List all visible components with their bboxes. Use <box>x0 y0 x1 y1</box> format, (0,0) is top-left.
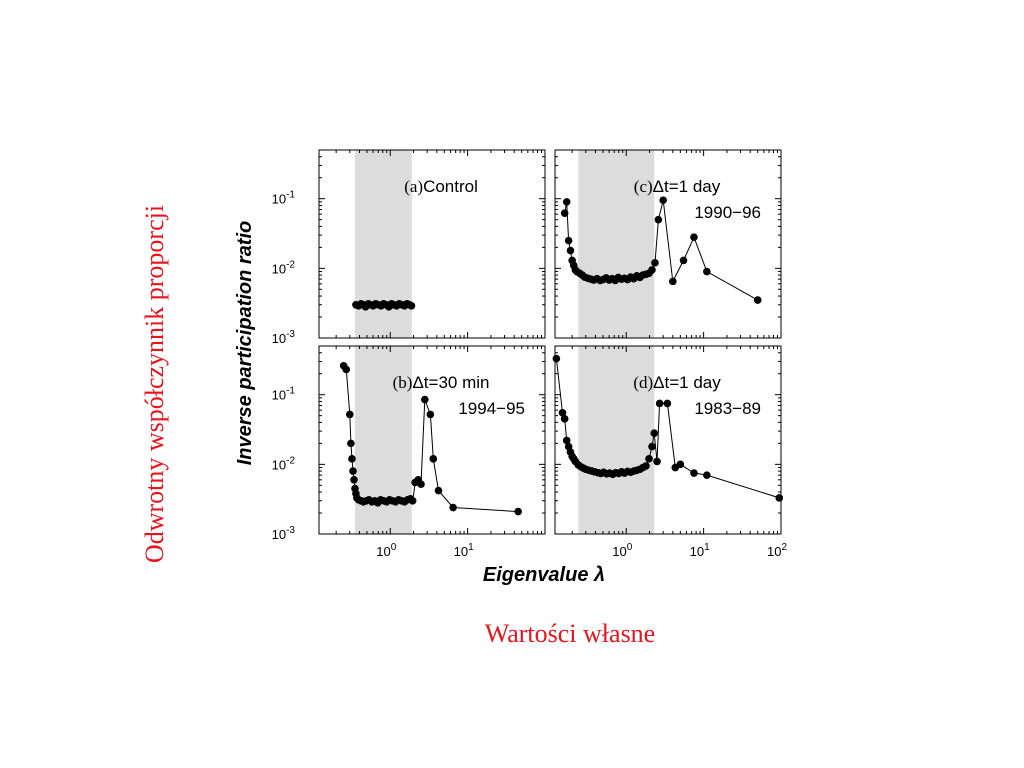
y-tick-exponent: -2 <box>286 455 295 466</box>
x-tick-label: 100 <box>376 542 396 559</box>
panel-letter: (b) <box>393 373 413 392</box>
data-point <box>562 198 571 206</box>
panel-b: (b)Δt=30 min 1994−95 <box>318 345 546 535</box>
data-point <box>564 236 573 245</box>
data-point <box>562 436 571 445</box>
data-point <box>648 442 656 451</box>
data-point <box>349 467 357 475</box>
data-point <box>426 410 435 419</box>
data-point <box>552 354 561 363</box>
data-point <box>560 415 569 423</box>
data-point <box>514 507 522 516</box>
panel-d: (d)Δt=1 day 1983−89 <box>552 345 784 535</box>
x-tick-exponent: 0 <box>627 542 633 553</box>
y-tick-exponent: -3 <box>286 525 295 536</box>
panel-title: Δt=1 day <box>653 373 721 392</box>
x-tick-labels: 100 101 100 101 102 <box>376 542 787 559</box>
data-point <box>690 469 698 477</box>
x-axis-title: Eigenvalue λ <box>483 564 605 586</box>
data-point <box>663 399 672 408</box>
x-tick-label: 102 <box>767 542 787 559</box>
data-point <box>690 233 698 241</box>
data-point <box>655 399 664 408</box>
panel-period: 1983−89 <box>694 399 761 418</box>
data-point <box>434 486 443 495</box>
x-tick-exponent: 2 <box>781 542 787 553</box>
panel-letter: (d) <box>633 373 653 392</box>
y-tick-exponent: -2 <box>286 259 295 270</box>
x-tick-label: 101 <box>454 542 474 559</box>
data-point <box>642 462 650 470</box>
data-point <box>347 439 355 448</box>
panel-title: Control <box>423 177 478 196</box>
y-tick-label: 10-2 <box>272 455 296 472</box>
y-tick-label: 10-3 <box>272 525 296 542</box>
y-tick-labels: 10-1 10-2 10-3 10-1 10-2 10-3 <box>272 190 296 542</box>
bottom-label: Wartości własne <box>484 619 656 648</box>
plot-frame <box>318 345 546 535</box>
plot-frame <box>554 345 782 535</box>
data-point <box>651 259 659 267</box>
data-point <box>429 455 438 463</box>
panel-title: Δt=1 day <box>653 177 721 196</box>
data-point <box>407 301 416 310</box>
data-point <box>645 455 653 463</box>
y-tick-label: 10-2 <box>272 259 296 276</box>
x-tick-exponent: 0 <box>391 542 397 553</box>
data-point <box>566 246 575 255</box>
data-point <box>408 496 417 505</box>
panel-period: 1994−95 <box>458 399 525 418</box>
data-point <box>421 395 429 404</box>
data-point <box>653 457 661 466</box>
data-point <box>417 480 425 488</box>
data-point <box>676 460 685 469</box>
panel-annotation: (c)Δt=1 day <box>634 177 721 196</box>
plot-frame <box>318 149 546 339</box>
panel-period: 1990−96 <box>694 203 761 222</box>
x-tick-exponent: 1 <box>704 542 710 553</box>
data-point <box>753 296 762 304</box>
y-tick-exponent: -1 <box>286 386 295 397</box>
y-tick-label: 10-1 <box>272 386 296 403</box>
y-axis-title: Inverse participation ratio <box>234 221 256 466</box>
data-point <box>654 215 663 224</box>
shaded-band <box>578 150 655 338</box>
panel-letter: (a) <box>404 177 423 196</box>
data-point <box>775 494 784 502</box>
data-point <box>703 471 711 479</box>
data-point <box>348 455 356 463</box>
panel-c: (c)Δt=1 day 1990−96 <box>554 149 782 339</box>
data-point <box>449 503 457 512</box>
panel-annotation: (d)Δt=1 day <box>633 373 721 392</box>
data-point <box>648 266 656 274</box>
data-point <box>558 408 567 417</box>
y-tick-exponent: -1 <box>286 190 295 201</box>
data-point <box>350 475 358 484</box>
shaded-band <box>578 346 655 534</box>
y-tick-label: 10-1 <box>272 190 296 207</box>
panel-title: Δt=30 min <box>412 373 489 392</box>
x-tick-label: 101 <box>690 542 710 559</box>
data-point <box>345 410 354 419</box>
panel-annotation: (a)Control <box>404 177 478 196</box>
panel-a: (a)Control <box>318 149 546 339</box>
data-point <box>659 196 667 205</box>
panel-letter: (c) <box>634 177 653 196</box>
data-point <box>650 429 659 437</box>
y-tick-exponent: -3 <box>286 329 295 340</box>
data-point <box>560 209 569 217</box>
data-point <box>703 267 711 276</box>
panel-annotation: (b)Δt=30 min <box>393 373 490 392</box>
x-tick-label: 100 <box>612 542 632 559</box>
y-tick-label: 10-3 <box>272 329 296 346</box>
plot-frame <box>554 149 782 339</box>
x-tick-exponent: 1 <box>468 542 474 553</box>
data-point <box>342 365 351 374</box>
data-point <box>669 277 677 286</box>
data-point <box>679 256 688 265</box>
